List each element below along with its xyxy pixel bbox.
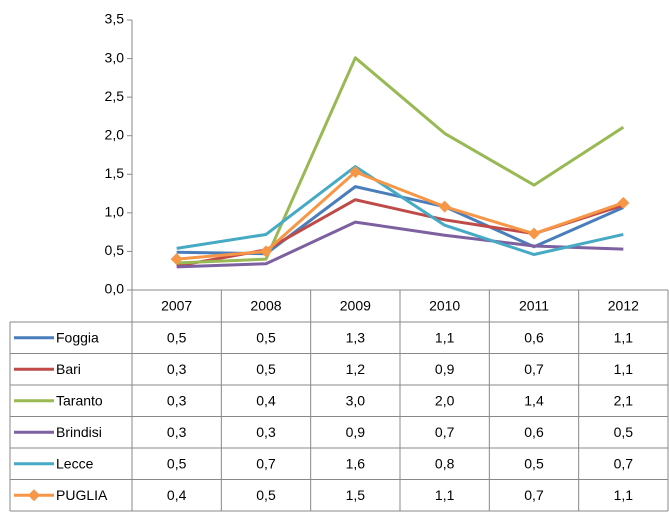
table-value: 1,1 xyxy=(435,329,455,345)
series-line xyxy=(176,56,625,265)
table-value: 0,9 xyxy=(435,361,455,377)
table-value: 0,6 xyxy=(524,424,544,440)
x-tick-label: 2007 xyxy=(161,298,192,314)
marker xyxy=(438,200,451,213)
y-tick-label: 1,5 xyxy=(105,165,125,181)
legend-label: PUGLIA xyxy=(56,487,108,503)
table-value: 0,8 xyxy=(435,455,455,471)
table-value: 0,7 xyxy=(256,455,276,471)
y-tick-label: 0,0 xyxy=(105,281,125,297)
table-value: 1,5 xyxy=(346,487,366,503)
table-value: 1,4 xyxy=(524,392,544,408)
table-value: 2,0 xyxy=(435,392,455,408)
table-value: 0,5 xyxy=(256,329,276,345)
table-value: 0,4 xyxy=(167,487,187,503)
table-value: 0,5 xyxy=(256,487,276,503)
table-value: 0,5 xyxy=(167,455,187,471)
table-value: 0,4 xyxy=(256,392,276,408)
y-tick-label: 3,5 xyxy=(105,11,125,27)
x-tick-label: 2012 xyxy=(608,298,639,314)
table-value: 0,3 xyxy=(167,424,187,440)
series-line xyxy=(176,198,624,268)
legend-marker xyxy=(28,489,40,502)
table-value: 1,3 xyxy=(346,329,366,345)
table-value: 0,3 xyxy=(167,392,187,408)
y-tick-label: 2,0 xyxy=(105,126,125,142)
table-value: 2,1 xyxy=(614,392,634,408)
table-value: 0,5 xyxy=(167,329,187,345)
table-value: 1,6 xyxy=(346,455,366,471)
table-value: 0,9 xyxy=(346,424,366,440)
x-tick-label: 2009 xyxy=(340,298,371,314)
table-value: 1,1 xyxy=(614,329,634,345)
x-tick-label: 2010 xyxy=(429,298,460,314)
table-value: 0,5 xyxy=(256,361,276,377)
table-value: 0,7 xyxy=(435,424,455,440)
marker xyxy=(349,165,362,178)
x-tick-label: 2011 xyxy=(519,298,549,314)
y-tick-label: 2,5 xyxy=(105,88,125,104)
table-value: 3,0 xyxy=(346,392,366,408)
table-value: 1,1 xyxy=(614,487,634,503)
table-value: 0,3 xyxy=(256,424,276,440)
table-value: 0,3 xyxy=(167,361,187,377)
x-tick-label: 2008 xyxy=(250,298,281,314)
y-tick-label: 1,0 xyxy=(105,204,125,220)
legend-label: Taranto xyxy=(56,392,103,408)
marker xyxy=(528,227,540,240)
marker xyxy=(260,245,272,258)
table-value: 1,1 xyxy=(614,361,634,377)
marker xyxy=(170,253,183,266)
legend-label: Lecce xyxy=(56,455,94,471)
table-value: 0,7 xyxy=(524,361,544,377)
table-value: 0,5 xyxy=(614,424,634,440)
table-value: 0,7 xyxy=(614,455,634,471)
series-line xyxy=(176,220,624,269)
legend-label: Foggia xyxy=(56,329,99,345)
legend-label: Brindisi xyxy=(56,424,102,440)
table-value: 1,1 xyxy=(435,487,455,503)
table-value: 0,7 xyxy=(524,487,544,503)
marker xyxy=(617,196,630,209)
y-tick-label: 0,5 xyxy=(105,242,125,258)
y-tick-label: 3,0 xyxy=(105,49,125,65)
table-value: 1,2 xyxy=(346,361,366,377)
legend-label: Bari xyxy=(56,361,81,377)
table-value: 0,5 xyxy=(524,455,544,471)
series-line xyxy=(176,170,624,261)
table-value: 0,6 xyxy=(524,329,544,345)
series-line xyxy=(176,165,624,257)
